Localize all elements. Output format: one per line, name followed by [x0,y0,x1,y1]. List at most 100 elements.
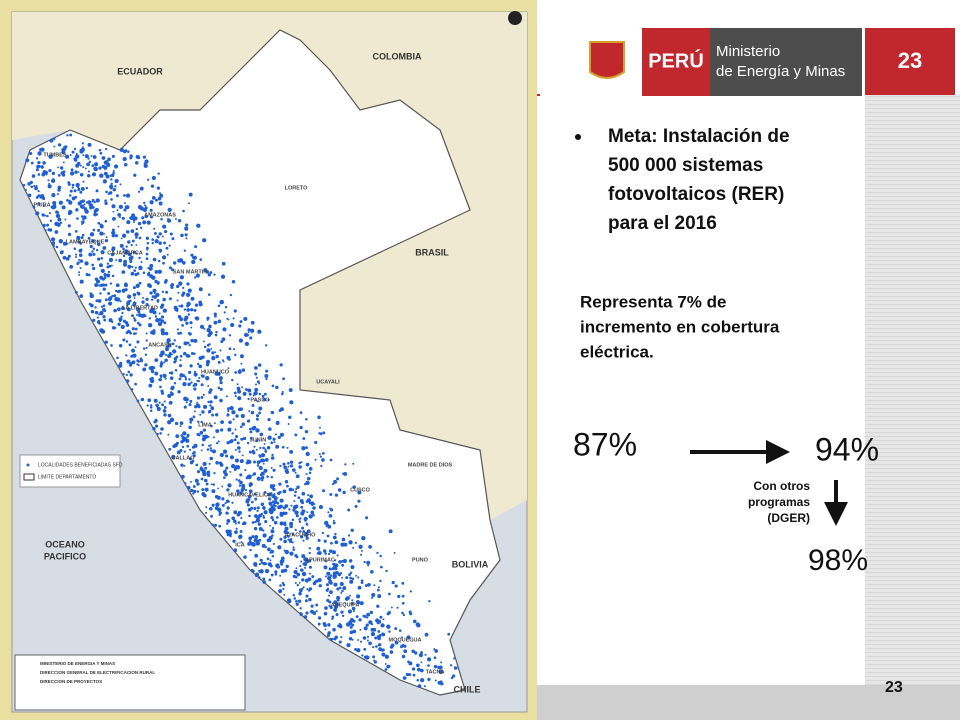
locality-dot [99,173,104,178]
locality-dot [37,151,42,156]
locality-dot [202,493,207,498]
locality-dot [381,652,386,657]
locality-dot [127,150,130,153]
locality-dot [161,290,165,294]
locality-dot [209,400,213,404]
locality-dot [159,385,162,389]
locality-dot [322,431,326,435]
locality-dot [379,554,382,558]
locality-dot [103,232,105,235]
locality-dot [141,300,145,304]
locality-dot [318,432,321,435]
locality-dot [33,184,36,188]
locality-dot [208,324,212,329]
locality-dot [205,506,208,509]
locality-dot [360,579,364,583]
locality-dot [254,520,257,524]
locality-dot [168,244,171,247]
locality-dot [268,427,272,431]
locality-dot [397,594,401,599]
locality-dot [379,579,382,583]
locality-dot [73,247,77,250]
locality-dot [185,237,188,240]
locality-dot [35,195,39,199]
locality-dot [79,164,82,167]
locality-dot [122,319,127,323]
locality-dot [139,186,144,191]
locality-dot [106,262,110,265]
locality-dot [416,678,420,682]
locality-dot [179,354,183,358]
locality-dot [262,446,265,450]
locality-dot [213,523,218,527]
locality-dot [258,527,263,531]
locality-dot [235,434,239,439]
locality-dot [228,347,232,351]
locality-dot [100,268,105,273]
locality-dot [255,448,258,451]
locality-dot [243,316,248,322]
locality-dot [71,183,75,187]
locality-dot [262,506,266,510]
locality-dot [146,241,150,245]
locality-dot [305,473,308,476]
locality-dot [160,350,165,355]
logo [589,28,955,96]
locality-dot [381,648,385,652]
locality-dot [88,252,93,257]
locality-dot [328,579,333,584]
locality-dot [110,344,113,347]
locality-dot [117,212,122,217]
note-text: eléctrica. [580,342,654,361]
locality-dot [207,435,210,438]
locality-dot [132,353,137,358]
locality-dot [179,359,182,362]
locality-dot [181,445,185,449]
locality-dot [74,170,78,174]
locality-dot [145,346,148,350]
locality-dot [225,454,229,458]
locality-dot [327,552,331,556]
locality-dot [256,400,259,403]
locality-dot [131,348,136,353]
locality-dot [47,184,52,189]
locality-dot [141,216,145,220]
locality-dot [264,458,269,462]
map-label: TACNA [426,669,445,675]
locality-dot [304,532,309,537]
locality-dot [269,524,272,527]
locality-dot [153,231,157,235]
locality-dot [274,570,278,574]
locality-dot [331,615,335,619]
locality-dot [173,339,176,342]
locality-dot [100,256,104,260]
locality-dot [37,160,41,165]
locality-dot [81,142,85,145]
locality-dot [258,538,262,542]
locality-dot [230,322,235,328]
locality-dot [181,324,184,327]
locality-dot [341,614,345,618]
locality-dot [438,669,442,673]
map-label: TUMBES [43,152,67,158]
locality-dot [217,386,221,390]
locality-dot [229,470,232,473]
locality-dot [129,215,134,220]
locality-dot [210,424,213,428]
locality-dot [286,484,289,488]
locality-dot [427,677,431,681]
locality-dot [248,498,251,501]
locality-dot [81,218,84,221]
locality-dot [233,348,236,351]
locality-dot [101,164,105,169]
locality-dot [115,259,118,261]
locality-dot [233,438,237,442]
locality-dot [325,583,329,587]
locality-dot [371,596,374,599]
locality-dot [284,521,287,524]
locality-dot [234,530,238,534]
locality-dot [340,542,345,547]
locality-dot [305,611,309,615]
footer-band [535,685,960,720]
locality-dot [215,502,220,507]
